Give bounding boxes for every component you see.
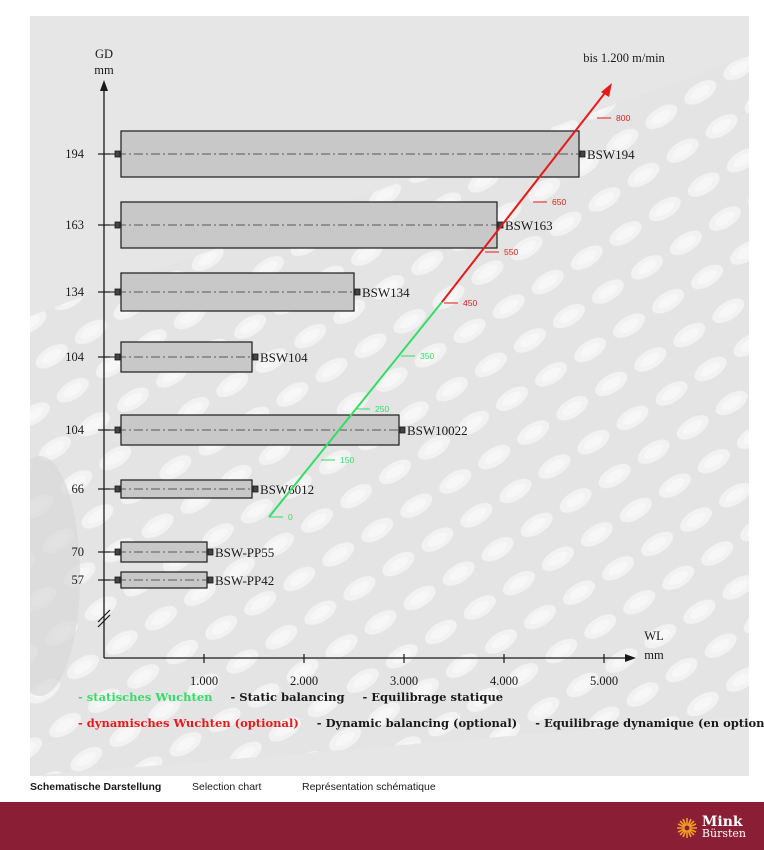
legend-dynamic-de: - dynamisches Wuchten (optional) (78, 716, 299, 730)
bar-label: BSW-PP55 (215, 545, 274, 560)
y-axis-arrow (100, 80, 108, 91)
bar-shaft-right (399, 426, 406, 434)
y-tick-label: 134 (65, 285, 85, 299)
mink-sun-logo-icon (676, 818, 697, 838)
bar-shaft-left (114, 150, 121, 158)
bar (120, 201, 498, 249)
y-tick-label: 70 (72, 545, 85, 559)
y-tick-label: 57 (72, 573, 85, 587)
speed-mark-label: 350 (420, 351, 434, 361)
bar-shaft-right (207, 576, 214, 584)
bar-shaft-left (114, 221, 121, 229)
bar-label: BSW163 (505, 218, 553, 233)
y-tick-label: 104 (65, 423, 85, 437)
x-tick-label: 5.000 (590, 674, 618, 688)
y-tick-label: 66 (72, 482, 85, 496)
legend-static-fr: - Equilibrage statique (362, 690, 504, 704)
x-tick-label: 3.000 (390, 674, 418, 688)
speed-line-label: bis 1.200 m/min (583, 51, 665, 65)
x-axis-title-line2: mm (644, 648, 664, 662)
footer-band (0, 802, 764, 850)
legend-static-en: - Static balancing (230, 690, 345, 704)
bar-shaft-left (114, 485, 121, 493)
bar-shaft-left (114, 576, 121, 584)
speed-arrow-head (601, 83, 612, 97)
x-axis-title-line1: WL (644, 629, 663, 643)
axis-break-mark (97, 614, 111, 628)
caption-en: Selection chart (192, 781, 262, 793)
y-tick-label: 194 (65, 147, 85, 161)
y-tick-label: 163 (65, 218, 84, 232)
axis-break-mark (97, 609, 111, 623)
speed-mark-label: 250 (375, 404, 389, 414)
x-tick-label: 1.000 (190, 674, 218, 688)
bar-label: BSW134 (362, 285, 410, 300)
y-tick-label: 104 (65, 350, 85, 364)
x-tick-label: 4.000 (490, 674, 518, 688)
legend-static-de: - statisches Wuchten (78, 690, 213, 704)
speed-mark-label: 800 (616, 113, 630, 123)
bar-label: BSW-PP42 (215, 573, 274, 588)
x-axis-arrow (625, 654, 636, 662)
bar-shaft-left (114, 548, 121, 556)
bar-shaft-right (207, 548, 214, 556)
y-axis-title-line2: mm (94, 63, 114, 77)
bar-shaft-left (114, 288, 121, 296)
balancing-chart: GD mm WL mm 1.000 2.000 3.000 4.000 5.000 194 BSW1… (65, 47, 665, 688)
static-balancing-line (268, 301, 443, 518)
speed-mark-label: 550 (504, 247, 518, 257)
bar-shaft-right (252, 485, 259, 493)
legend-dynamic: - dynamisches Wuchten (optional) - Dynam… (78, 716, 764, 730)
speed-mark-label: 0 (288, 512, 293, 522)
bar-label: BSW194 (587, 147, 635, 162)
dynamic-balancing-line (441, 88, 609, 303)
logo-line2: Bürsten (701, 827, 746, 840)
speed-mark-label: 150 (340, 455, 354, 465)
bar-label: BSW10022 (407, 423, 468, 438)
speed-mark-label: 450 (463, 298, 477, 308)
bar-shaft-right (252, 353, 259, 361)
bar-shaft-right (579, 150, 586, 158)
bar-shaft-left (114, 426, 121, 434)
bar-shaft-left (114, 353, 121, 361)
caption-fr: Représentation schématique (302, 781, 436, 793)
y-axis-title-line1: GD (95, 47, 113, 61)
legend-dynamic-fr: - Equilibrage dynamique (en option) (535, 716, 764, 730)
x-tick-label: 2.000 (290, 674, 318, 688)
bar-label: BSW6012 (260, 482, 314, 497)
logo-line1: Mink (701, 814, 743, 830)
bar-label: BSW104 (260, 350, 308, 365)
legend-static: - statisches Wuchten - Static balancing … (78, 690, 517, 704)
chart-panel: GD mm WL mm 1.000 2.000 3.000 4.000 5.000 194 BSW1… (30, 16, 749, 776)
bar-shaft-right (354, 288, 361, 296)
mink-logo: Mink Bürsten (676, 814, 746, 840)
caption-de: Schematische Darstellung (30, 781, 162, 793)
speed-mark-label: 650 (552, 197, 566, 207)
legend-dynamic-en: - Dynamic balancing (optional) (316, 716, 518, 730)
